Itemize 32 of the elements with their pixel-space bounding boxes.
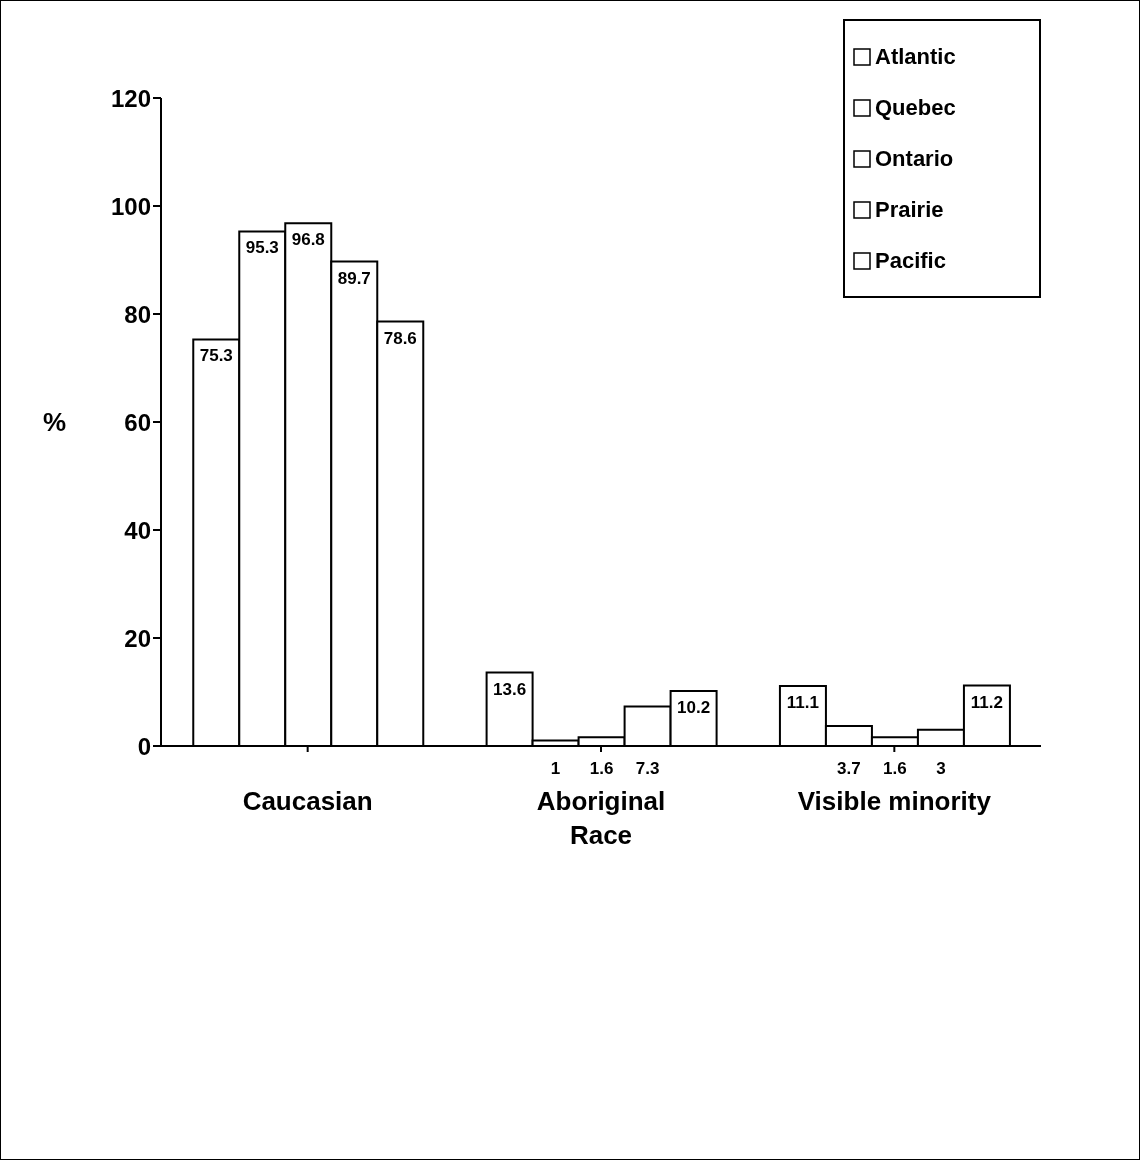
data-label: 3 xyxy=(936,759,946,778)
data-label: 95.3 xyxy=(245,238,279,258)
legend-label: Ontario xyxy=(875,145,954,172)
legend-label: Quebec xyxy=(875,94,956,121)
data-label: 10.2 xyxy=(677,697,711,717)
data-label: 96.8 xyxy=(291,230,325,250)
legend-label: Pacific xyxy=(875,247,946,274)
data-label: 1 xyxy=(550,759,561,778)
data-label: 75.3 xyxy=(199,346,233,366)
y-tick-label: 120 xyxy=(110,84,151,112)
data-label: 89.7 xyxy=(337,268,371,288)
x-tick-label: Visible minority xyxy=(797,786,992,817)
data-label: 3.7 xyxy=(837,759,861,778)
y-axis-title: % xyxy=(43,407,67,438)
data-label: 78.6 xyxy=(383,328,417,348)
y-tick-label: 60 xyxy=(124,408,151,436)
legend-label: Prairie xyxy=(875,196,944,223)
y-tick-label: 100 xyxy=(110,192,151,220)
data-label: 1.6 xyxy=(589,759,614,778)
data-label: 11.2 xyxy=(970,692,1004,712)
legend-label: Atlantic xyxy=(875,43,956,70)
x-tick-label: Aboriginal xyxy=(536,786,666,817)
y-tick-label: 40 xyxy=(124,516,151,544)
x-axis-title: Race xyxy=(569,820,633,850)
y-tick-label: 0 xyxy=(137,732,151,760)
x-tick-label: Caucasian xyxy=(242,786,373,817)
data-label: 13.6 xyxy=(493,679,527,699)
data-label: 7.3 xyxy=(635,759,660,778)
data-label: 11.1 xyxy=(786,693,820,713)
y-tick-label: 20 xyxy=(124,624,151,652)
y-tick-label: 80 xyxy=(124,300,151,328)
data-label: 1.6 xyxy=(883,759,907,778)
